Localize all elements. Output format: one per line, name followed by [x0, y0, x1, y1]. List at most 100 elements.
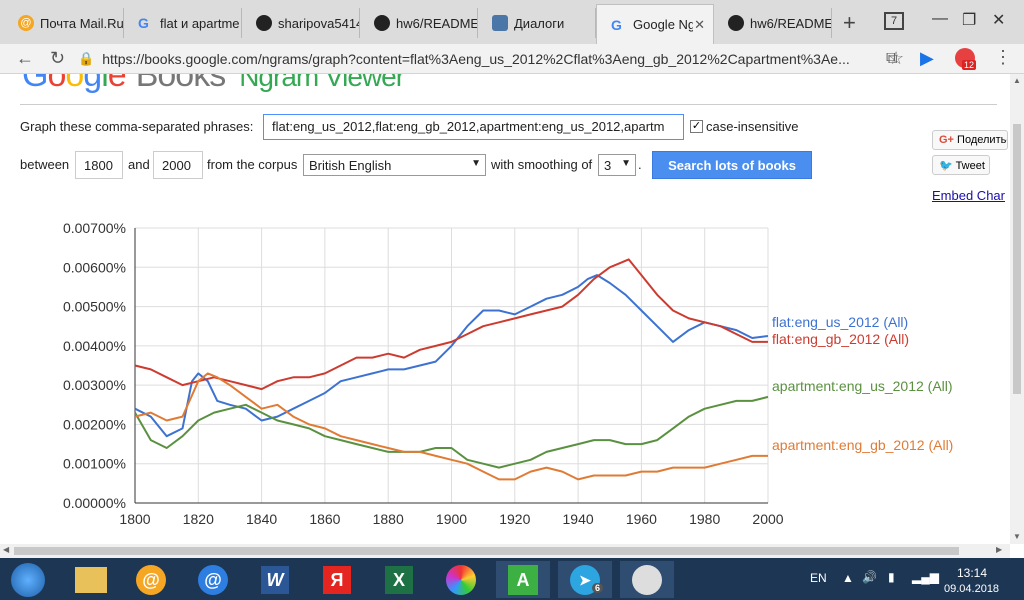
scroll-up-icon[interactable]: ▲: [1013, 76, 1021, 85]
clock-time[interactable]: 13:14: [957, 566, 988, 580]
start-button[interactable]: [6, 561, 50, 598]
tab-google-flat[interactable]: G flat и apartme: [124, 8, 242, 38]
close-window-icon[interactable]: ✕: [992, 12, 1006, 29]
series-label: apartment:eng_gb_2012 (All): [772, 437, 953, 453]
series-label: apartment:eng_us_2012 (All): [772, 378, 953, 394]
reload-icon[interactable]: ↻: [50, 48, 66, 68]
tweet-button[interactable]: 🐦 Tweet: [932, 155, 990, 175]
x-tick-label: 1800: [119, 511, 150, 527]
browser-icon: [632, 564, 662, 595]
taskbar-telegram[interactable]: ➤ 6: [558, 561, 612, 598]
series-line: [134, 395, 769, 469]
google-plus-share-button[interactable]: G+ Поделитьс: [932, 130, 1008, 150]
word-icon: W: [261, 565, 289, 594]
between-label: between: [20, 157, 70, 172]
scroll-down-icon[interactable]: ▼: [1013, 532, 1021, 541]
back-icon[interactable]: ←: [16, 48, 34, 68]
taskbar-mail-agent[interactable]: @: [124, 561, 178, 598]
x-tick-label: 2000: [752, 511, 783, 527]
telegram-badge: 6: [592, 583, 604, 593]
y-tick-label: 0.00100%: [63, 456, 126, 472]
taskbar-word[interactable]: W: [248, 561, 302, 598]
mail-agent-icon: @: [136, 564, 166, 595]
taskbar-explorer[interactable]: [64, 561, 118, 598]
vertical-scroll-thumb[interactable]: [1013, 124, 1021, 394]
year-end-input[interactable]: 2000: [153, 151, 203, 179]
close-tab-icon[interactable]: ✕: [694, 16, 705, 32]
taskbar-yandex[interactable]: Я: [310, 561, 364, 598]
tab-dialogs[interactable]: Диалоги: [478, 8, 596, 38]
chevron-down-icon: ▼: [621, 158, 631, 169]
taskbar-excel[interactable]: X: [372, 561, 426, 598]
address-bar[interactable]: 🔒 https://books.google.com/ngrams/graph?…: [78, 47, 878, 71]
series-label: flat:eng_gb_2012 (All): [772, 331, 909, 347]
palette-icon: [446, 564, 476, 595]
embed-chart-link[interactable]: Embed Char: [932, 188, 1005, 203]
minimize-icon[interactable]: —: [932, 10, 948, 27]
series-line: [134, 274, 769, 438]
tab-google-ngram[interactable]: G Google Ng ✕: [596, 4, 714, 44]
series-line: [134, 258, 768, 391]
language-indicator[interactable]: EN: [810, 571, 827, 585]
star-icon[interactable]: ☆: [888, 48, 905, 68]
series-label: flat:eng_us_2012 (All): [772, 314, 908, 330]
taskbar-paint[interactable]: [434, 561, 488, 598]
twitter-icon: 🐦: [939, 160, 953, 172]
y-tick-label: 0.00200%: [63, 416, 126, 432]
translate-icon[interactable]: ⧉: [886, 50, 898, 67]
signal-icon[interactable]: ▂▄▆: [912, 570, 939, 584]
header-divider: [20, 104, 997, 105]
folder-icon: [75, 566, 107, 593]
google-plus-icon: G+: [939, 134, 954, 146]
scroll-left-icon[interactable]: ◀: [3, 545, 10, 554]
tab-github-readme[interactable]: hw6/README.: [360, 8, 478, 38]
smoothing-label: with smoothing of: [491, 157, 593, 172]
x-tick-label: 1820: [183, 511, 214, 527]
excel-icon: X: [385, 565, 413, 594]
network-icon[interactable]: ▮: [888, 570, 895, 584]
corpus-select[interactable]: British English ▼: [303, 154, 486, 176]
new-tab-button[interactable]: +: [843, 10, 856, 35]
x-tick-label: 1860: [309, 511, 340, 527]
year-start-input[interactable]: 1800: [75, 151, 123, 179]
mail-ru-icon: @: [18, 15, 34, 31]
volume-icon[interactable]: 🔊: [862, 570, 877, 584]
x-tick-label: 1880: [373, 511, 404, 527]
graph-phrases-label: Graph these comma-separated phrases:: [20, 119, 254, 134]
horizontal-scrollbar[interactable]: ◀ ▶: [0, 544, 1010, 558]
browser-toolbar: ← ↻ 🔒 https://books.google.com/ngrams/gr…: [0, 44, 1024, 74]
clock-date[interactable]: 09.04.2018: [944, 583, 1000, 595]
ngram-page: Google Books Ngram Viewer Graph these comm…: [0, 74, 1010, 544]
scroll-right-icon[interactable]: ▶: [996, 545, 1003, 554]
smoothing-select[interactable]: 3 ▼: [598, 154, 636, 176]
tab-counter[interactable]: 7: [884, 12, 904, 30]
y-tick-label: 0.00400%: [63, 338, 126, 354]
case-insensitive-checkbox[interactable]: ✓: [690, 120, 703, 133]
vertical-scrollbar[interactable]: ▲ ▼: [1010, 74, 1024, 544]
search-books-button[interactable]: Search lots of books: [652, 151, 812, 179]
horizontal-scroll-thumb[interactable]: [14, 547, 959, 555]
y-tick-label: 0.00300%: [63, 377, 126, 393]
github-icon: [374, 15, 390, 31]
google-icon: G: [138, 15, 149, 31]
ngram-chart: 0.00000% 0.00100% 0.00200% 0.00300% 0.00400%…: [63, 220, 953, 527]
tray-expand-icon[interactable]: ▲: [842, 571, 854, 585]
taskbar-app-a[interactable]: A: [496, 561, 550, 598]
case-insensitive-label: case-insensitive: [706, 119, 799, 134]
tab-github-readme-2[interactable]: hw6/README: [714, 8, 832, 38]
github-icon: [256, 15, 272, 31]
menu-icon[interactable]: ⋮: [994, 47, 1012, 67]
tab-mail[interactable]: @ Почта Mail.Ru: [4, 8, 124, 38]
github-icon: [728, 15, 744, 31]
windows-taskbar: @ @ W Я X A ➤ 6 EN ▲ 🔊 ▮ ▂▄▆ 13:14 09.04…: [0, 558, 1024, 600]
taskbar-chrome[interactable]: [620, 561, 674, 598]
series-line: [134, 372, 768, 481]
x-tick-label: 1960: [626, 511, 657, 527]
phrases-input[interactable]: flat:eng_us_2012,flat:eng_gb_2012,apartm…: [263, 114, 684, 140]
restore-icon[interactable]: ❐: [962, 12, 977, 29]
play-icon[interactable]: ▶: [920, 48, 934, 68]
tab-github-sharipova[interactable]: sharipova5414: [242, 8, 360, 38]
extension-badge: 12: [962, 60, 977, 70]
yandex-icon: Я: [323, 565, 351, 594]
taskbar-mail-ru[interactable]: @: [186, 561, 240, 598]
